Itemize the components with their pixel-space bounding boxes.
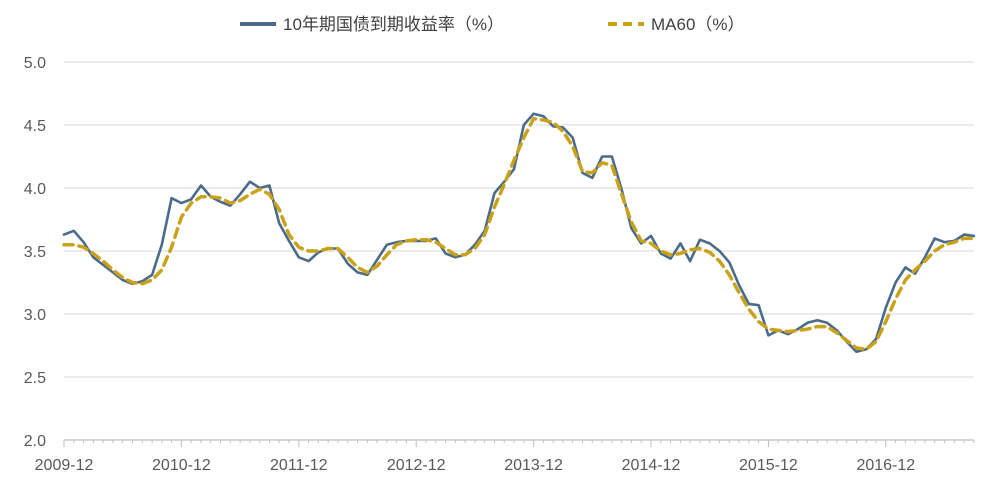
x-axis: 2009-12 2010-12 2011-12 2012-12 2013-12 2014-… xyxy=(35,439,975,474)
legend-label-ma60: MA60（%） xyxy=(651,15,745,34)
y-tick-label: 3.0 xyxy=(24,307,46,324)
series xyxy=(62,112,976,354)
x-tick-label: 2015-12 xyxy=(739,457,798,474)
legend: 10年期国债到期收益率（%） MA60（%） xyxy=(240,15,745,34)
y-tick-label: 5.0 xyxy=(24,55,46,72)
y-tick-label: 4.0 xyxy=(24,181,46,198)
x-tick-label: 2012-12 xyxy=(387,457,446,474)
y-tick-label: 3.5 xyxy=(24,244,46,261)
x-tick-label: 2009-12 xyxy=(35,457,94,474)
grid xyxy=(64,61,974,378)
x-tick-label: 2016-12 xyxy=(856,457,915,474)
series-line-ma60 xyxy=(62,116,976,352)
x-tick-label: 2010-12 xyxy=(152,457,211,474)
y-tick-label: 2.5 xyxy=(24,370,46,387)
y-tick-label: 2.0 xyxy=(24,433,46,450)
y-tick-label: 4.5 xyxy=(24,118,46,135)
legend-label-yield: 10年期国债到期收益率（%） xyxy=(283,15,504,34)
y-axis-ticks: 5.0 4.5 4.0 3.5 3.0 2.5 2.0 xyxy=(24,55,46,450)
x-tick-label: 2011-12 xyxy=(270,457,328,474)
x-tick-label: 2013-12 xyxy=(504,457,563,474)
x-tick-label: 2014-12 xyxy=(622,457,681,474)
